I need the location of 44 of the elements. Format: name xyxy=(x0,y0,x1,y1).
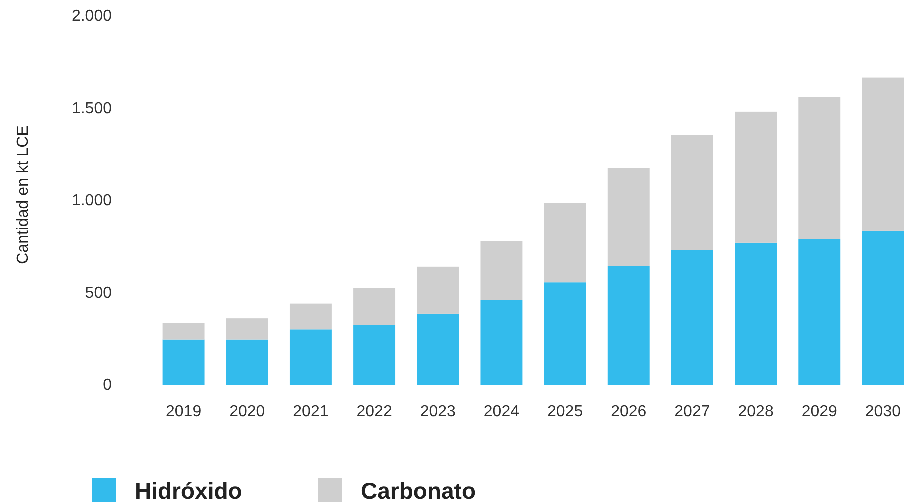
bar xyxy=(417,314,460,385)
y-tick-label: 500 xyxy=(85,284,112,302)
bar xyxy=(798,97,841,240)
x-tick-label: 2025 xyxy=(547,403,584,420)
x-tick-label: 2022 xyxy=(356,403,392,420)
bar xyxy=(862,78,904,231)
bar xyxy=(671,250,714,385)
y-axis-title: Cantidad en kt LCE xyxy=(15,126,32,264)
bar xyxy=(671,135,714,250)
x-tick-label: 2019 xyxy=(166,403,202,420)
legend-label: Carbonato xyxy=(361,478,476,503)
bar xyxy=(480,241,523,300)
bar xyxy=(862,230,904,385)
bar xyxy=(798,239,841,385)
bar xyxy=(480,300,523,385)
bar xyxy=(354,288,396,326)
bar xyxy=(608,266,650,385)
x-tick-label: 2021 xyxy=(293,403,329,420)
bar xyxy=(544,282,586,385)
bar xyxy=(608,168,650,266)
bar xyxy=(417,266,460,314)
y-tick-label: 1.500 xyxy=(72,100,112,118)
bar xyxy=(162,340,205,385)
x-tick-label: 2023 xyxy=(420,403,456,420)
x-tick-label: 2027 xyxy=(674,403,710,420)
legend-label: Hidróxido xyxy=(135,478,242,503)
bar xyxy=(226,340,268,385)
y-tick-label: 0 xyxy=(103,377,112,394)
bar xyxy=(354,325,396,385)
bar xyxy=(226,318,268,340)
x-tick-label: 2029 xyxy=(802,403,838,420)
x-tick-label: 2030 xyxy=(865,403,902,420)
x-tick-label: 2024 xyxy=(484,403,520,420)
x-tick-label: 2020 xyxy=(230,403,266,420)
bar xyxy=(735,112,778,243)
bar xyxy=(544,203,586,283)
bar xyxy=(162,323,205,340)
bar xyxy=(290,304,332,330)
x-tick-label: 2026 xyxy=(611,403,647,420)
y-tick-label: 2.000 xyxy=(72,8,112,26)
y-tick-label: 1.000 xyxy=(72,192,112,210)
bar xyxy=(290,330,332,385)
bar xyxy=(735,242,778,385)
x-tick-label: 2028 xyxy=(738,403,774,420)
